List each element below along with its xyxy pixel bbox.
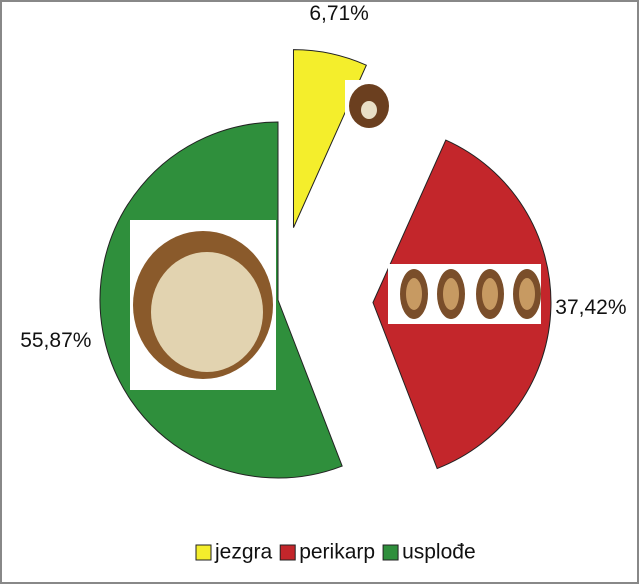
photo-nut bbox=[443, 278, 459, 310]
photo-nut bbox=[406, 278, 422, 310]
photo-nut bbox=[361, 101, 377, 119]
legend-swatch bbox=[196, 545, 211, 560]
legend-label: jezgra bbox=[214, 541, 273, 564]
legend: jezgra perikarp usplođe bbox=[196, 541, 476, 564]
chart: 6,71% 37,42% 55,87% jezgra perikarp usplođe bbox=[0, 0, 639, 584]
value-label: 55,87% bbox=[20, 329, 91, 352]
value-label: 37,42% bbox=[555, 296, 626, 319]
legend-swatch bbox=[280, 545, 295, 560]
legend-label: usplođe bbox=[402, 541, 476, 564]
legend-swatch bbox=[383, 545, 398, 560]
photo-nut bbox=[482, 278, 498, 310]
photo-nut bbox=[151, 252, 263, 372]
legend-label: perikarp bbox=[299, 541, 375, 564]
value-label: 6,71% bbox=[309, 2, 369, 25]
photo-nut bbox=[519, 278, 535, 310]
